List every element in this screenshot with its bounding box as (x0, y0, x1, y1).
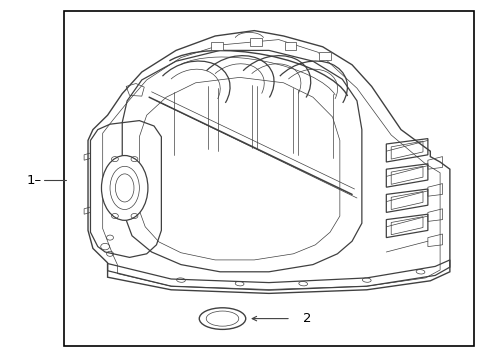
Text: 2: 2 (303, 312, 311, 325)
FancyBboxPatch shape (250, 38, 262, 46)
FancyBboxPatch shape (211, 42, 223, 50)
Bar (63, 11, 473, 346)
Ellipse shape (102, 156, 148, 220)
FancyBboxPatch shape (318, 52, 330, 60)
Text: 1–: 1– (26, 174, 41, 186)
FancyBboxPatch shape (284, 42, 296, 50)
Ellipse shape (110, 166, 139, 210)
Ellipse shape (199, 308, 245, 329)
